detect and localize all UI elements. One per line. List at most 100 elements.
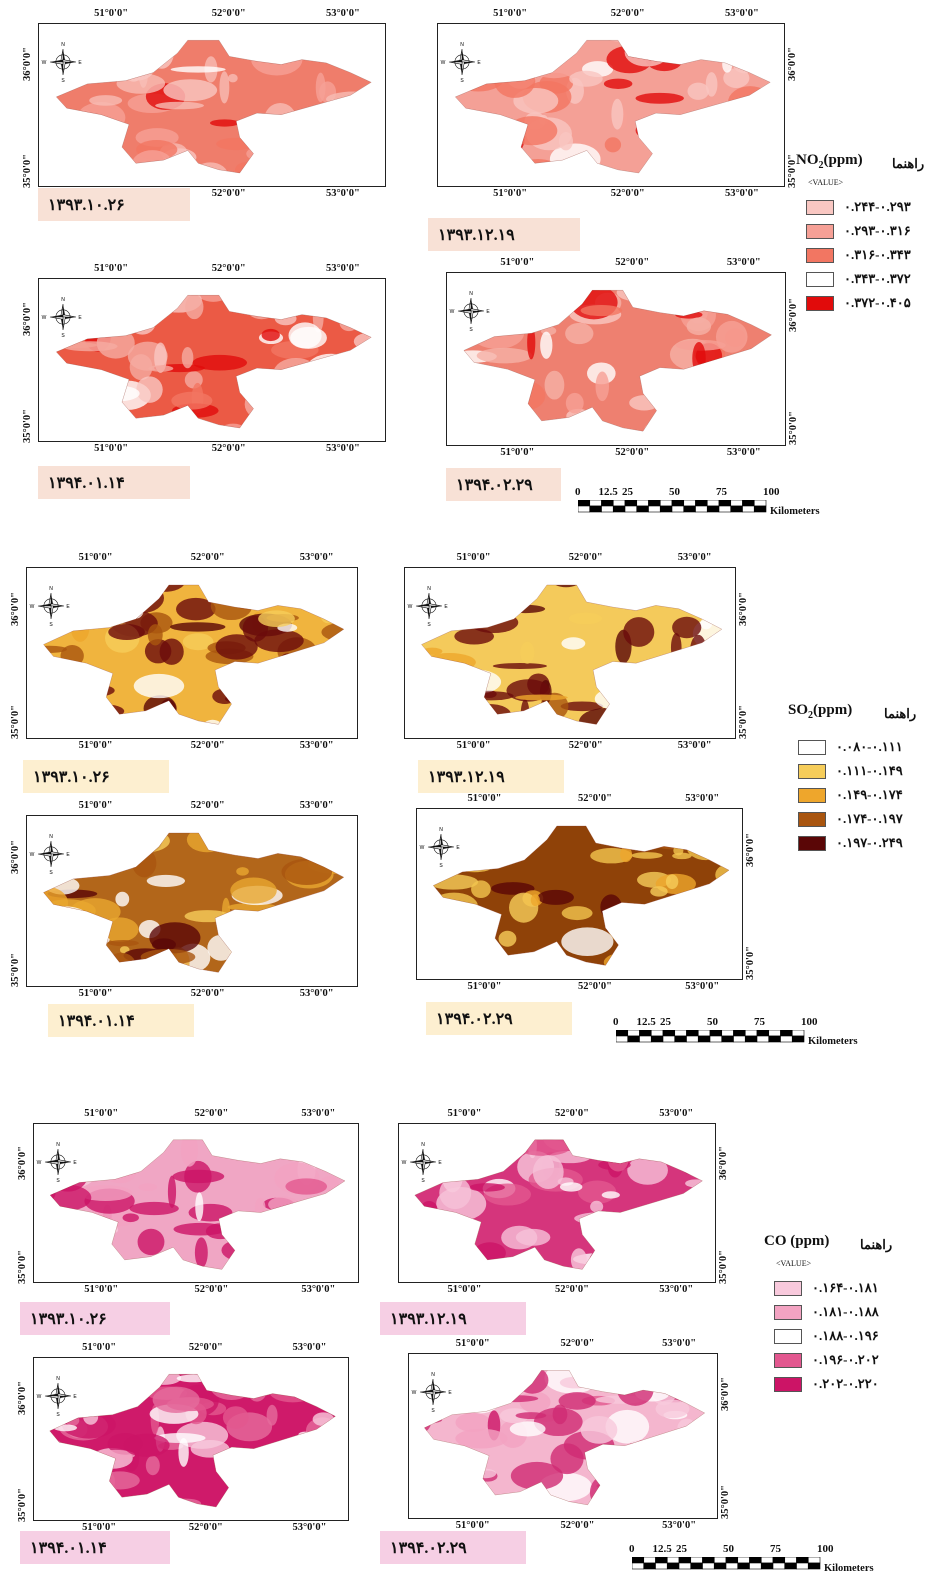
- scale-label: 25: [660, 1016, 671, 1028]
- scale-label: 75: [754, 1016, 765, 1028]
- pollution-patch: [469, 1183, 505, 1192]
- pollution-patch: [82, 704, 125, 719]
- pollution-patch: [421, 690, 422, 723]
- pollution-patch: [216, 137, 256, 151]
- pollution-patch: [421, 655, 436, 671]
- pollution-patch: [516, 1370, 549, 1394]
- pollution-patch: [515, 1412, 547, 1420]
- scale-label: 0: [575, 486, 581, 498]
- legend-header: راهنما: [860, 1237, 893, 1252]
- lat-tick-label: 36°0'0": [10, 592, 21, 627]
- legend-item: ۰.۱۶۴-۰.۱۸۱: [774, 1279, 879, 1297]
- lon-tick-label: 51°0'0": [455, 1338, 490, 1349]
- pollution-patch: [714, 290, 763, 291]
- no2-map-2: N E S W: [437, 23, 785, 187]
- pollution-patch: [596, 1481, 635, 1491]
- pollution-patch: [244, 387, 287, 421]
- pollution-patch: [285, 1178, 328, 1195]
- north-arrow-icon: N E S W: [412, 1372, 453, 1414]
- lon-tick-label: 51°0'0": [467, 981, 502, 992]
- pollution-patch: [623, 617, 655, 647]
- compass-letter: S: [56, 1178, 60, 1184]
- compass-point: [448, 61, 463, 65]
- pollution-patch: [349, 977, 357, 986]
- legend-item: ۰.۲۴۴-۰.۲۹۳: [806, 198, 911, 216]
- pollution-patch: [703, 175, 724, 186]
- pollution-patch: [247, 114, 285, 144]
- pollution-patch: [452, 25, 465, 34]
- pollution-patch: [210, 119, 240, 127]
- pollution-patch: [221, 1238, 269, 1262]
- pollution-patch: [354, 422, 372, 429]
- pollution-patch: [50, 1457, 78, 1474]
- pollution-patch: [303, 1139, 340, 1165]
- pollution-patch: [687, 82, 710, 100]
- legend-subheader: <VALUE>: [808, 178, 844, 187]
- pollution-patch: [242, 834, 278, 852]
- pollution-patch: [154, 968, 207, 973]
- pollution-patch: [56, 152, 83, 171]
- pollution-patch: [681, 895, 724, 922]
- pollution-patch: [530, 894, 540, 907]
- lat-tick-label: 35°0'0": [745, 945, 756, 980]
- lon-tick-label: 53°0'0": [299, 740, 334, 751]
- lon-tick-label: 53°0'0": [299, 988, 334, 999]
- pollution-patch: [261, 1140, 305, 1155]
- pollution-patch: [104, 719, 135, 725]
- pollution-patch: [236, 867, 249, 876]
- pollution-patch: [340, 164, 353, 174]
- pollution-patch: [94, 133, 109, 168]
- lon-tick-label: 51°0'0": [456, 552, 491, 563]
- compass-letter: S: [56, 1412, 60, 1418]
- pollution-patch: [133, 673, 185, 699]
- lon-tick-label: 52°0'0": [211, 263, 246, 274]
- pollution-patch: [694, 1124, 714, 1139]
- pollution-patch: [632, 1233, 670, 1266]
- pollution-patch: [356, 62, 372, 70]
- pollution-patch: [712, 881, 725, 895]
- scale-segment: [674, 1035, 687, 1043]
- scale-segment: [648, 500, 661, 507]
- map-canvas: N E S W: [450, 289, 772, 432]
- scale-segment: [730, 505, 743, 513]
- legend-header: راهنما: [892, 156, 925, 171]
- pollution-patch: [291, 696, 300, 716]
- pollution-patch: [35, 976, 79, 985]
- scale-segment: [648, 505, 661, 513]
- pollution-patch: [334, 1400, 336, 1417]
- pollution-patch: [705, 72, 718, 97]
- lon-tick-label: 53°0'0": [677, 552, 712, 563]
- compass-point: [441, 847, 454, 850]
- pollution-patch: [693, 932, 724, 943]
- map-canvas: N E S W: [420, 825, 730, 966]
- pollution-patch: [299, 431, 320, 441]
- north-arrow-icon: N E S W: [42, 42, 83, 84]
- pollution-patch: [146, 40, 176, 42]
- scale-segment: [624, 500, 638, 507]
- pollution-patch: [43, 585, 67, 597]
- compass-letter: W: [30, 852, 35, 858]
- no2-date-label-1: ۱۳۹۳.۱۰.۲۶: [38, 188, 190, 221]
- compass-point: [63, 49, 66, 62]
- pollution-patch: [467, 703, 512, 725]
- scale-segment: [718, 505, 732, 513]
- pollution-patch: [554, 1354, 580, 1364]
- pollution-patch: [561, 927, 614, 956]
- province-border: [43, 584, 345, 725]
- pollution-patch: [446, 1139, 486, 1142]
- pollution-patch: [539, 72, 574, 94]
- map-regions: [35, 833, 357, 986]
- pollution-patch: [266, 1404, 278, 1426]
- pollution-patch: [710, 958, 730, 966]
- lon-tick-label: 52°0'0": [190, 740, 225, 751]
- scale-segment: [686, 1030, 699, 1037]
- pollution-patch: [442, 1163, 463, 1193]
- pollution-patch: [434, 929, 451, 937]
- pollution-patch: [92, 50, 134, 59]
- pollution-patch: [484, 826, 536, 848]
- pollution-patch: [309, 1450, 336, 1478]
- pollution-patch: [645, 48, 683, 72]
- compass-point: [427, 846, 442, 850]
- pollution-patch: [43, 623, 61, 635]
- pollution-patch: [684, 666, 719, 676]
